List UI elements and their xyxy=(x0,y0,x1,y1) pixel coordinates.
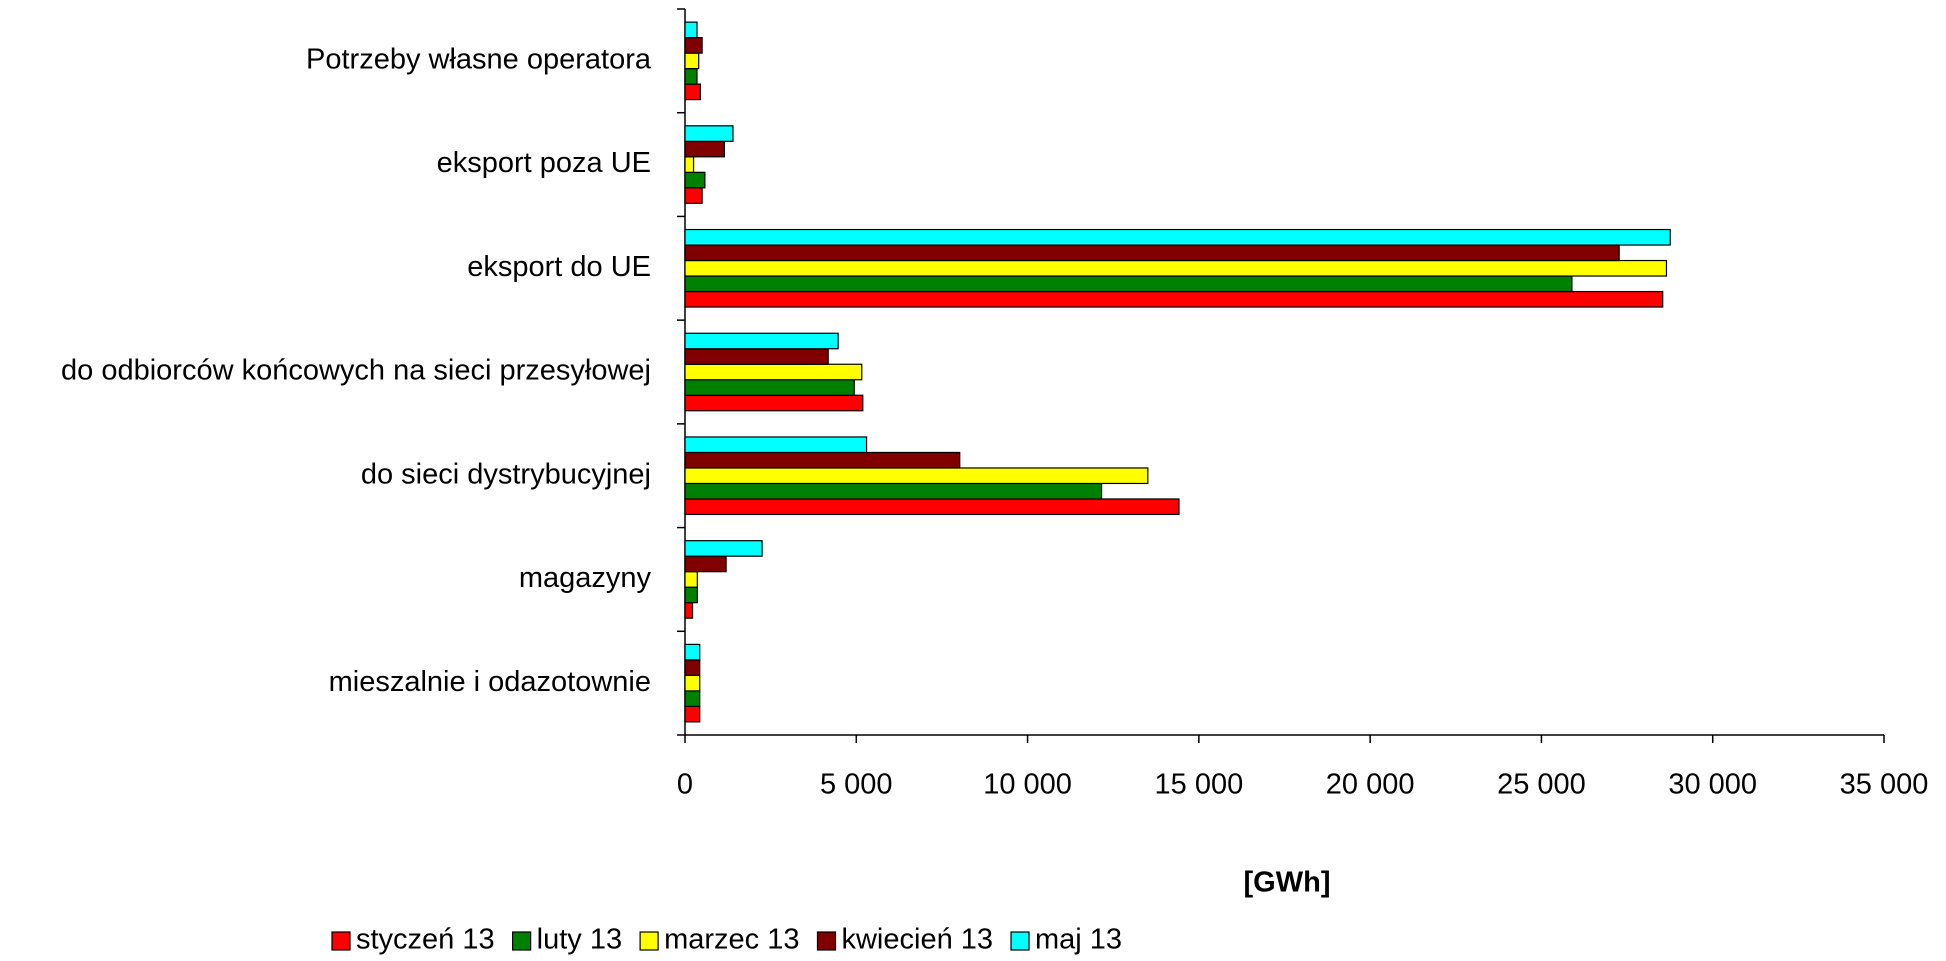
legend-swatch xyxy=(1010,931,1030,951)
y-tick-label: eksport poza UE xyxy=(437,147,651,179)
bar xyxy=(684,156,695,173)
bar xyxy=(684,21,698,39)
legend-label: marzec 13 xyxy=(664,924,799,956)
x-tick-label: 35 000 xyxy=(1840,769,1929,801)
bar xyxy=(684,555,727,573)
bar xyxy=(684,451,961,469)
bar xyxy=(684,140,725,158)
bar xyxy=(684,705,701,723)
x-tick-label: 20 000 xyxy=(1326,769,1415,801)
y-tick-label: magazyny xyxy=(519,562,652,594)
bar xyxy=(684,379,855,396)
bar xyxy=(684,52,700,70)
bar xyxy=(684,674,701,692)
x-axis-title: [GWh] xyxy=(1244,867,1331,899)
legend-swatch xyxy=(512,931,532,951)
bar xyxy=(684,482,1103,500)
bar xyxy=(684,125,734,142)
bar xyxy=(684,37,703,54)
bar xyxy=(684,275,1573,293)
bar xyxy=(684,171,706,189)
legend-swatch xyxy=(639,931,659,951)
bar xyxy=(684,498,1180,516)
bar xyxy=(684,540,763,557)
bar xyxy=(684,467,1149,485)
x-tick-label: 25 000 xyxy=(1497,769,1586,801)
bar xyxy=(684,363,863,381)
y-tick-label: Potrzeby własne operatora xyxy=(306,44,652,76)
bar xyxy=(684,244,1620,262)
bar xyxy=(684,690,701,707)
x-tick-label: 30 000 xyxy=(1668,769,1757,801)
legend-swatch xyxy=(331,931,351,951)
bar xyxy=(684,68,698,85)
bar xyxy=(684,83,702,101)
y-tick-label: mieszalnie i odazotownie xyxy=(329,666,651,698)
x-tick-label: 5 000 xyxy=(820,769,893,801)
bar xyxy=(684,643,701,661)
legend-swatch xyxy=(816,931,837,951)
bar xyxy=(684,228,1671,246)
x-tick-label: 10 000 xyxy=(983,769,1072,801)
legend-label: maj 13 xyxy=(1035,924,1122,956)
x-tick-label: 0 xyxy=(677,769,693,801)
legend-label: luty 13 xyxy=(537,924,622,956)
bar xyxy=(684,259,1668,277)
bar xyxy=(684,187,703,204)
bar xyxy=(684,602,694,619)
y-tick-label: eksport do UE xyxy=(467,251,651,283)
bar xyxy=(684,394,864,412)
bar xyxy=(684,332,839,350)
bar xyxy=(684,571,698,588)
bar xyxy=(684,348,829,365)
bar xyxy=(684,586,698,604)
legend-label: styczeń 13 xyxy=(356,924,495,956)
legend-label: kwiecień 13 xyxy=(841,924,993,956)
y-tick-label: do sieci dystrybucyjnej xyxy=(361,458,651,490)
bar xyxy=(684,436,868,454)
x-tick-label: 15 000 xyxy=(1155,769,1244,801)
bar xyxy=(684,659,701,676)
y-tick-label: do odbiorców końcowych na sieci przesyło… xyxy=(61,355,651,387)
bar xyxy=(684,290,1664,308)
